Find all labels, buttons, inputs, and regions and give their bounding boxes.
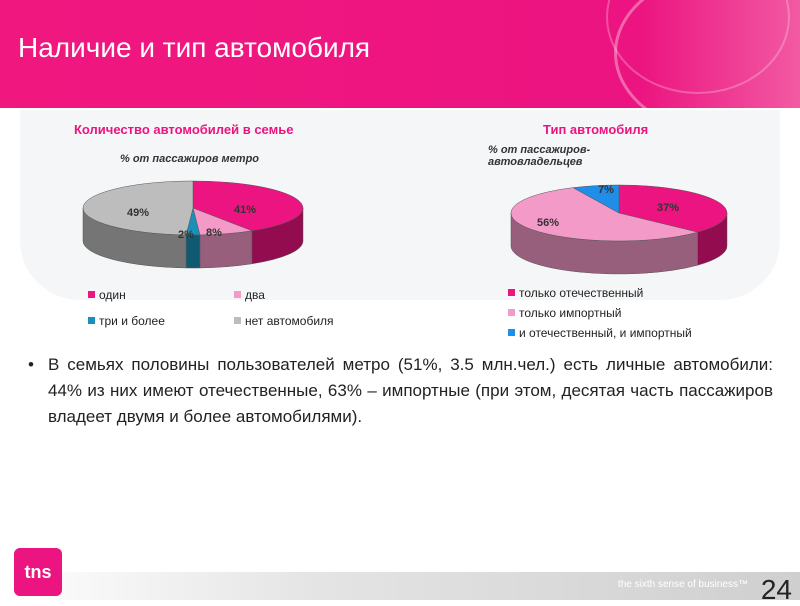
chart-2-legend: только отечественный только импортный и от… — [508, 286, 768, 346]
chart-2-pie: 37% 56% 7% — [510, 184, 728, 275]
chart-2-slice-0 — [618, 184, 728, 233]
summary-text: В семьях половины пользователей метро (5… — [48, 355, 773, 426]
legend-label: и отечественный, и импортный — [519, 326, 692, 340]
chart-1-legend-item: три и более — [88, 314, 165, 328]
summary-bullet: • В семьях половины пользователей метро … — [28, 352, 773, 430]
page-number: 24 — [760, 574, 792, 605]
tns-logo: tns — [14, 548, 62, 596]
chart-1-legend-item: два — [234, 288, 265, 302]
chart-1-slice-label: 49% — [127, 207, 149, 219]
legend-swatch-icon — [508, 329, 515, 337]
chart-1-legend-item: нет автомобиля — [234, 314, 334, 328]
chart-1-slice-3 — [82, 180, 194, 236]
legend-label: только отечественный — [519, 286, 644, 300]
legend-swatch-icon — [234, 317, 241, 325]
chart-1-pie: 41% 8% 2% 49% — [82, 180, 304, 269]
legend-label: нет автомобиля — [245, 314, 334, 328]
chart-2-legend-item: только импортный — [508, 306, 621, 320]
slide-title: Наличие и тип автомобиля — [18, 32, 371, 63]
legend-swatch-icon — [88, 317, 95, 325]
header-decoration — [614, 0, 800, 108]
legend-label: только импортный — [519, 306, 622, 320]
legend-swatch-icon — [88, 291, 95, 299]
legend-swatch-icon — [234, 291, 241, 299]
chart-1-legend: один два три и более нет автомобиля — [88, 288, 388, 336]
legend-swatch-icon — [508, 289, 515, 297]
legend-label: один — [99, 288, 126, 302]
chart-1-title: Количество автомобилей в семье — [74, 122, 294, 137]
slide-header: Наличие и тип автомобиля — [0, 0, 800, 108]
chart-1-slice-label: 2% — [178, 229, 194, 241]
legend-swatch-icon — [508, 309, 515, 317]
chart-1-slice-label: 41% — [234, 204, 256, 216]
chart-2-slice-label: 37% — [657, 202, 679, 214]
legend-label: три и более — [99, 314, 165, 328]
bullet-dot-icon: • — [28, 355, 34, 374]
chart-2-slice-1 — [510, 187, 699, 242]
chart-2-slice-label: 7% — [598, 184, 614, 196]
chart-2-subtitle: % от пассажиров-автовладельцев — [488, 144, 591, 168]
chart-2-legend-item: только отечественный — [508, 286, 643, 300]
chart-1-legend-item: один — [88, 288, 126, 302]
footer-tagline: the sixth sense of business™ — [617, 579, 748, 590]
chart-2-slice-label: 56% — [537, 217, 559, 229]
chart-2-slice-2 — [572, 184, 620, 214]
chart-2-legend-item: и отечественный, и импортный — [508, 326, 692, 340]
chart-1-slice-label: 8% — [206, 227, 222, 239]
legend-label: два — [245, 288, 265, 302]
footer-bar — [0, 572, 800, 600]
chart-1-slice-0 — [192, 180, 304, 232]
chart-2-title: Тип автомобиля — [543, 122, 649, 137]
chart-1-subtitle: % от пассажиров метро — [120, 153, 260, 165]
